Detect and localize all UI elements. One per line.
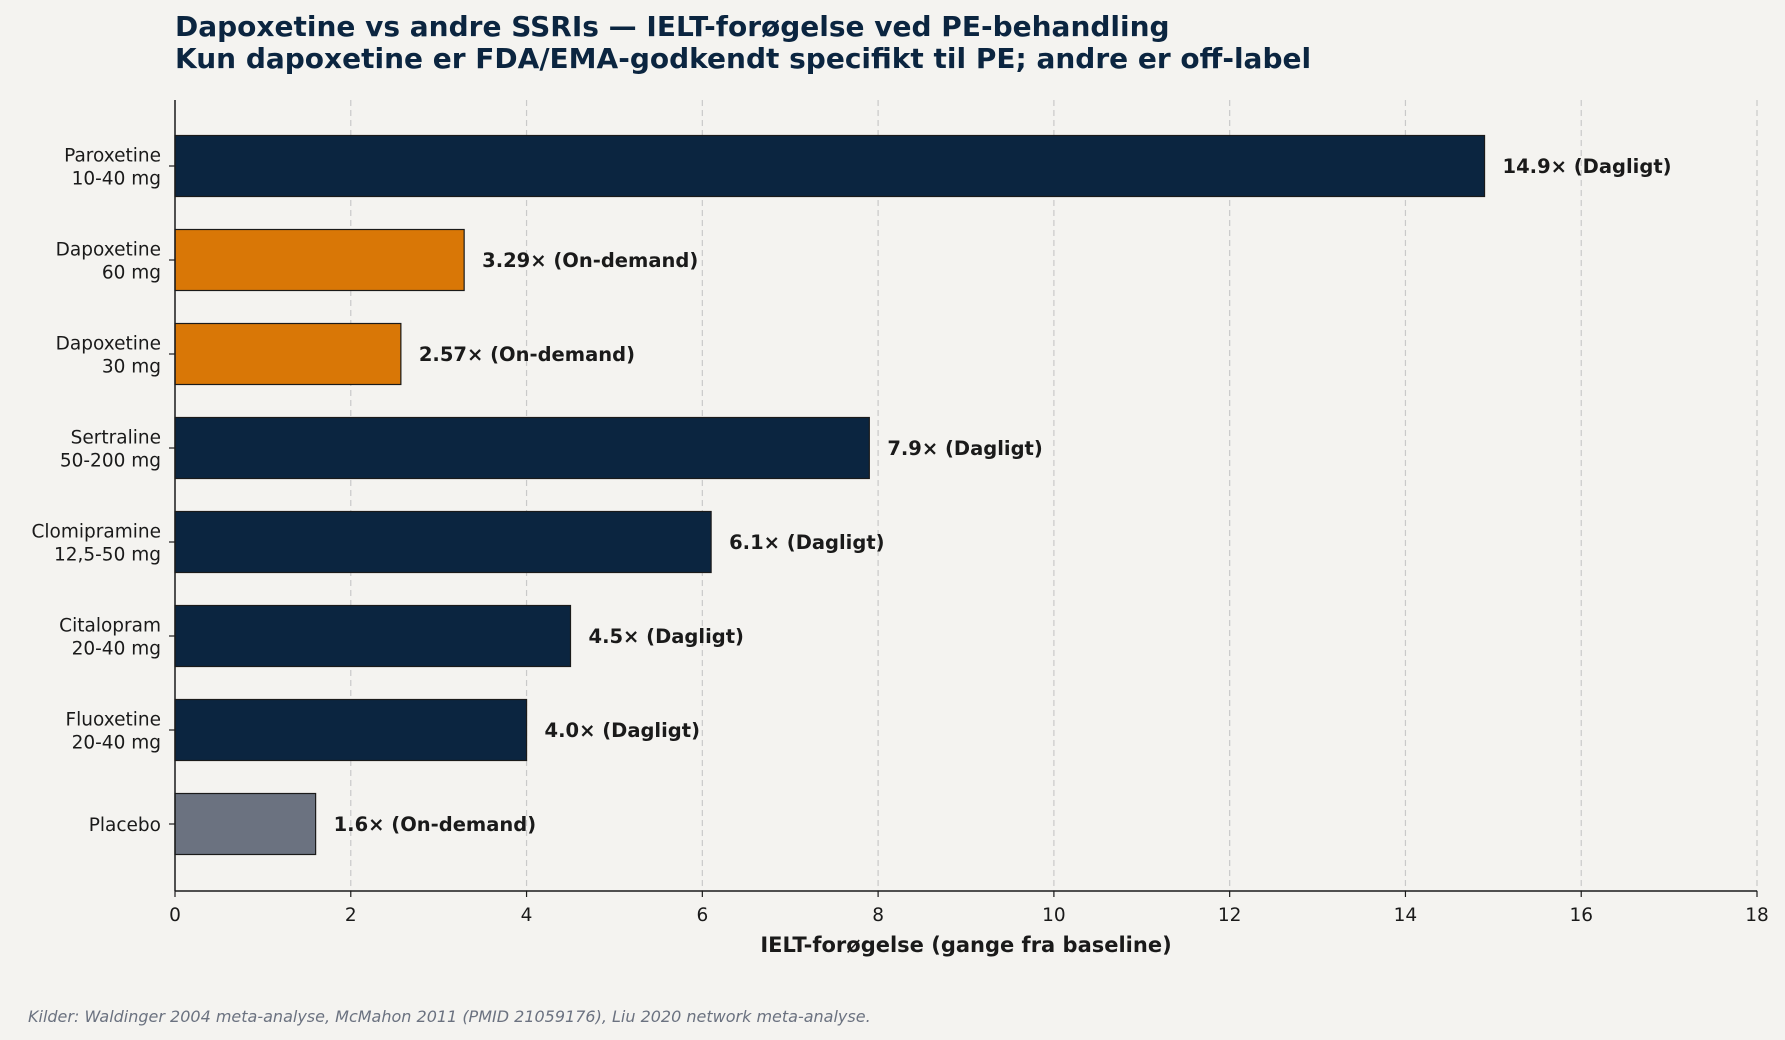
x-axis-title: IELT-forøgelse (gange fra baseline) [760,933,1171,957]
bars: 14.9× (Dagligt) 3.29× (On-demand) 2.57× (O… [174,134,1672,856]
category-label: 50-200 mg [60,451,161,472]
x-tick-label: 10 [1042,905,1066,926]
bar-value-label: 4.0× (Dagligt) [545,719,700,742]
x-tick-label: 18 [1745,905,1769,926]
x-tick-label: 0 [169,905,181,926]
bar [174,510,712,574]
bar-value-label: 1.6× (On-demand) [334,813,537,836]
source-note: Kilder: Waldinger 2004 meta-analyse, McM… [28,1007,871,1026]
bar-value-label: 6.1× (Dagligt) [729,531,884,554]
bar [174,416,870,480]
category-label: Dapoxetine [56,334,161,355]
grid-lines [350,100,1758,891]
bar-value-label: 4.5× (Dagligt) [589,625,744,648]
bar [174,322,402,386]
category-label: Dapoxetine [56,240,161,261]
category-label: Clomipramine [32,522,162,543]
category-label: Sertraline [71,428,161,449]
x-tick-label: 12 [1218,905,1242,926]
bar [174,228,465,292]
bar-value-label: 14.9× (Dagligt) [1503,155,1672,178]
chart-title: Dapoxetine vs andre SSRIs — IELT-forøgel… [175,10,1170,43]
bar [174,792,317,856]
category-label: Fluoxetine [65,710,161,731]
category-label: 60 mg [102,263,161,284]
x-tick-label: 14 [1394,905,1418,926]
bar-value-label: 3.29× (On-demand) [482,249,698,272]
category-label: Paroxetine [64,146,161,167]
category-label: 30 mg [102,357,161,378]
bar-value-label: 7.9× (Dagligt) [887,437,1042,460]
bar [174,698,528,762]
category-label: 20-40 mg [72,639,161,660]
category-label: 10-40 mg [72,169,161,190]
bar-value-label: 2.57× (On-demand) [419,343,635,366]
x-tick-label: 16 [1569,905,1593,926]
x-tick-label: 4 [521,905,533,926]
category-label: Citalopram [59,616,161,637]
bar [174,134,1486,198]
x-tick-label: 6 [696,905,708,926]
category-label: Placebo [89,815,161,836]
category-label: 12,5-50 mg [54,545,161,566]
chart-subtitle: Kun dapoxetine er FDA/EMA-godkendt speci… [175,42,1311,75]
x-tick-label: 8 [872,905,884,926]
x-tick-label: 2 [345,905,357,926]
bar [174,604,572,668]
category-label: 20-40 mg [72,733,161,754]
